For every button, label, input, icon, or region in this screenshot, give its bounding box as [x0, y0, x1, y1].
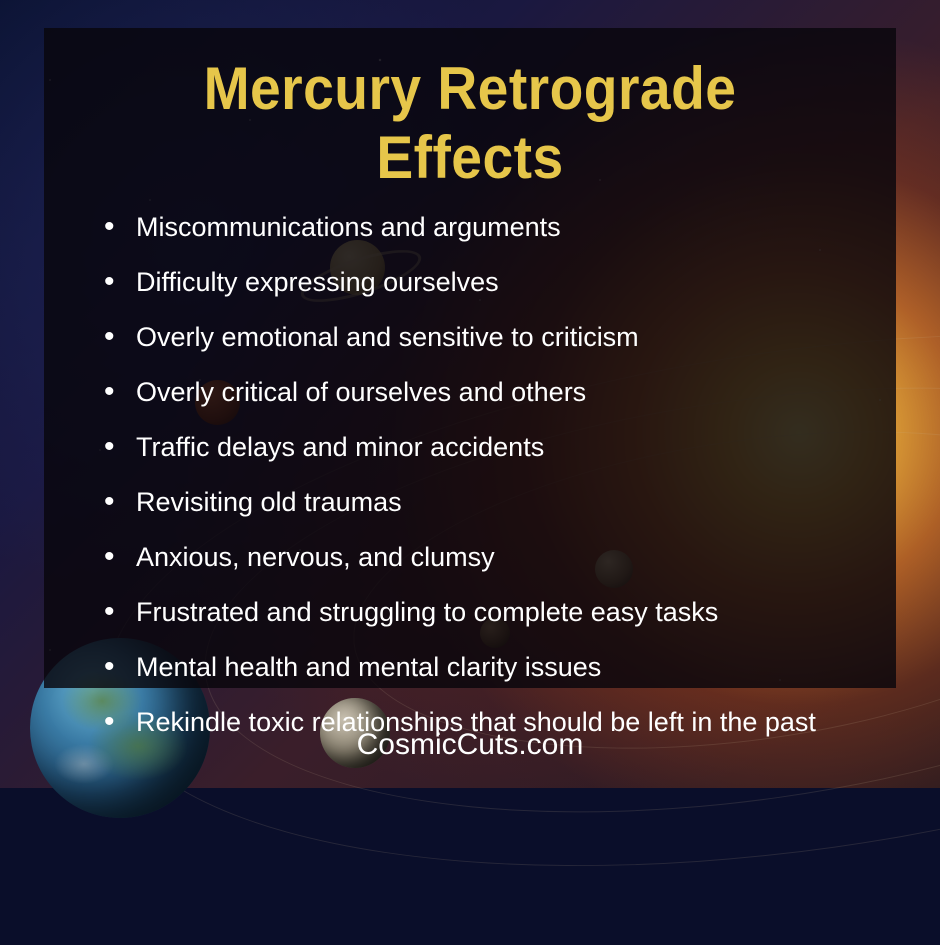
footer-attribution: CosmicCuts.com [0, 728, 940, 762]
list-item: Difficulty expressing ourselves [104, 267, 856, 298]
list-item: Frustrated and struggling to complete ea… [104, 597, 856, 628]
list-item: Overly emotional and sensitive to critic… [104, 322, 856, 353]
effects-list: Miscommunications and arguments Difficul… [84, 212, 856, 738]
content-card: Mercury Retrograde Effects Miscommunicat… [44, 28, 896, 688]
list-item: Overly critical of ourselves and others [104, 377, 856, 408]
list-item: Traffic delays and minor accidents [104, 432, 856, 463]
list-item: Anxious, nervous, and clumsy [104, 542, 856, 573]
list-item: Mental health and mental clarity issues [104, 652, 856, 683]
title: Mercury Retrograde Effects [115, 54, 825, 192]
list-item: Revisiting old traumas [104, 487, 856, 518]
list-item: Miscommunications and arguments [104, 212, 856, 243]
